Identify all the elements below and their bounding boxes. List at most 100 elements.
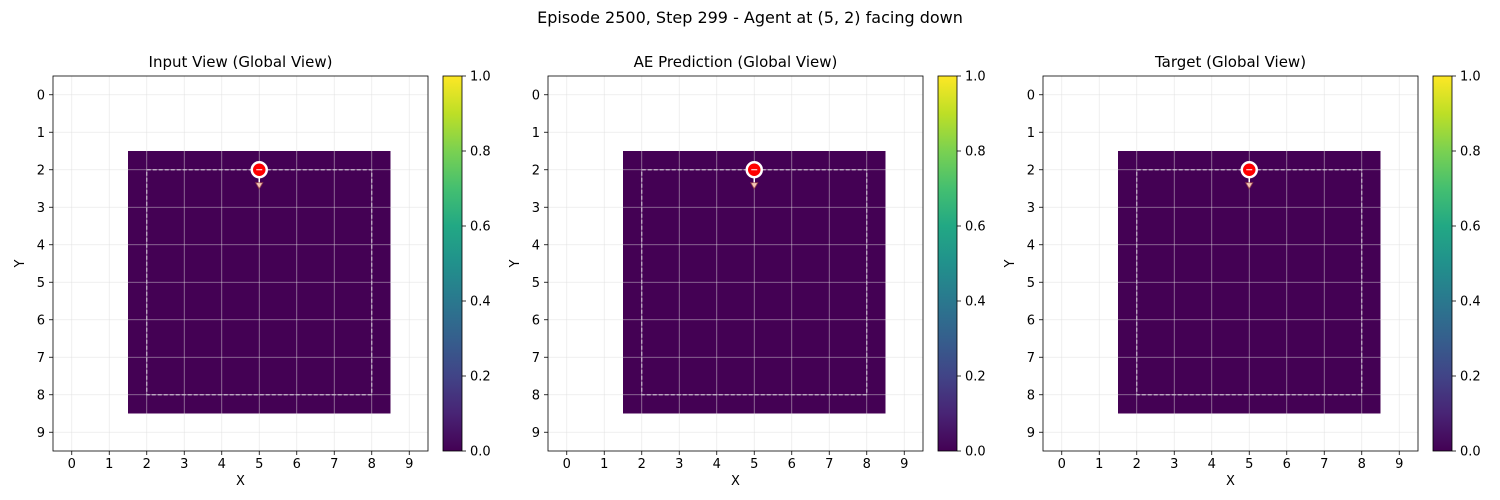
colorbar-tick-label: 1.0 <box>1460 70 1481 85</box>
y-tick-label: 0 <box>532 88 540 103</box>
colorbar <box>1432 75 1453 452</box>
x-tick-label: 1 <box>105 457 113 472</box>
x-tick-label: 7 <box>825 457 833 472</box>
y-tick-label: 8 <box>37 388 45 403</box>
y-tick-label: 1 <box>1027 126 1035 141</box>
direction-arrow-head <box>255 182 264 190</box>
y-tick-label: 4 <box>1027 238 1035 253</box>
y-tick-label: 7 <box>1027 351 1035 366</box>
x-axis-label: X <box>236 474 245 489</box>
direction-arrow-head <box>750 182 759 190</box>
y-tick-label: 7 <box>532 351 540 366</box>
figure-suptitle: Episode 2500, Step 299 - Agent at (5, 2)… <box>537 8 963 27</box>
y-tick-label: 5 <box>37 276 45 291</box>
direction-arrow-head <box>1245 182 1254 190</box>
y-tick-label: 2 <box>1027 163 1035 178</box>
x-tick-label: 7 <box>1320 457 1328 472</box>
x-tick-label: 3 <box>1170 457 1178 472</box>
colorbar-tick-label: 0.8 <box>470 145 491 160</box>
y-tick-label: 4 <box>532 238 540 253</box>
colorbar-tick-label: 0.2 <box>965 370 986 385</box>
y-axis-label: Y <box>1003 259 1018 268</box>
x-tick-label: 2 <box>143 457 151 472</box>
x-tick-label: 3 <box>675 457 683 472</box>
x-tick-label: 1 <box>1095 457 1103 472</box>
x-axis-label: X <box>1226 474 1235 489</box>
y-tick-label: 0 <box>1027 88 1035 103</box>
colorbar-tick-label: 1.0 <box>965 70 986 85</box>
colorbar-tick-label: 0.0 <box>470 445 491 460</box>
x-tick-label: 9 <box>405 457 413 472</box>
y-tick-label: 9 <box>1027 426 1035 441</box>
y-tick-label: 2 <box>532 163 540 178</box>
colorbar-tick-label: 0.0 <box>1460 445 1481 460</box>
x-tick-label: 6 <box>788 457 796 472</box>
x-tick-label: 0 <box>563 457 571 472</box>
colorbar-tick-label: 0.2 <box>470 370 491 385</box>
y-tick-label: 7 <box>37 351 45 366</box>
y-tick-label: 2 <box>37 163 45 178</box>
y-tick-label: 5 <box>1027 276 1035 291</box>
chart-panel-3: 0 1 2 3 4 5 6 7 8 9 0 1 2 3 4 5 6 7 8 9 Target (Global View)… <box>1003 53 1481 489</box>
y-tick-label: 9 <box>532 426 540 441</box>
x-tick-label: 8 <box>1358 457 1366 472</box>
colorbar-tick-label: 0.4 <box>1460 295 1481 310</box>
colorbar <box>937 75 958 452</box>
chart-panel-1: 0 1 2 3 4 5 6 7 8 9 0 1 2 3 4 5 6 7 8 9 Input View (Global V… <box>13 53 491 489</box>
y-tick-label: 4 <box>37 238 45 253</box>
x-tick-label: 3 <box>180 457 188 472</box>
chart-title: Target (Global View) <box>1154 53 1306 71</box>
dashed-boundary <box>146 169 373 396</box>
x-tick-label: 8 <box>863 457 871 472</box>
x-tick-label: 2 <box>1133 457 1141 472</box>
dashed-boundary <box>641 169 868 396</box>
y-tick-label: 1 <box>37 126 45 141</box>
y-tick-label: 5 <box>532 276 540 291</box>
colorbar-tick-label: 0.4 <box>470 295 491 310</box>
x-tick-label: 5 <box>750 457 758 472</box>
y-tick-label: 6 <box>532 313 540 328</box>
x-tick-label: 4 <box>218 457 226 472</box>
x-tick-label: 7 <box>330 457 338 472</box>
y-tick-label: 3 <box>532 201 540 216</box>
x-tick-label: 8 <box>368 457 376 472</box>
colorbar-tick-label: 0.6 <box>1460 220 1481 235</box>
x-tick-label: 9 <box>1395 457 1403 472</box>
colorbar-tick-label: 0.4 <box>965 295 986 310</box>
x-tick-label: 1 <box>600 457 608 472</box>
colorbar-tick-label: 0.8 <box>965 145 986 160</box>
x-tick-label: 0 <box>68 457 76 472</box>
colorbar <box>442 75 463 452</box>
colorbar-tick-label: 1.0 <box>470 70 491 85</box>
x-tick-label: 6 <box>1283 457 1291 472</box>
x-tick-label: 4 <box>713 457 721 472</box>
chart-title: Input View (Global View) <box>149 53 333 71</box>
x-tick-label: 5 <box>255 457 263 472</box>
x-tick-label: 4 <box>1208 457 1216 472</box>
y-tick-label: 1 <box>532 126 540 141</box>
y-axis-label: Y <box>508 259 523 268</box>
x-tick-label: 9 <box>900 457 908 472</box>
y-tick-label: 8 <box>532 388 540 403</box>
x-tick-label: 2 <box>638 457 646 472</box>
y-tick-label: 3 <box>37 201 45 216</box>
colorbar-tick-label: 0.6 <box>965 220 986 235</box>
chart-panel-2: 0 1 2 3 4 5 6 7 8 9 0 1 2 3 4 5 6 7 8 9 AE Prediction (Globa… <box>508 53 986 489</box>
axes-frame <box>1042 75 1419 452</box>
y-tick-label: 0 <box>37 88 45 103</box>
y-tick-label: 8 <box>1027 388 1035 403</box>
x-tick-label: 5 <box>1245 457 1253 472</box>
axes-frame <box>547 75 924 452</box>
x-tick-label: 0 <box>1058 457 1066 472</box>
colorbar-tick-label: 0.0 <box>965 445 986 460</box>
colorbar-tick-label: 0.2 <box>1460 370 1481 385</box>
y-tick-label: 9 <box>37 426 45 441</box>
colorbar-tick-label: 0.6 <box>470 220 491 235</box>
chart-title: AE Prediction (Global View) <box>634 53 838 71</box>
dashed-boundary <box>1136 169 1363 396</box>
x-axis-label: X <box>731 474 740 489</box>
axes-frame <box>52 75 429 452</box>
y-tick-label: 6 <box>37 313 45 328</box>
y-tick-label: 6 <box>1027 313 1035 328</box>
